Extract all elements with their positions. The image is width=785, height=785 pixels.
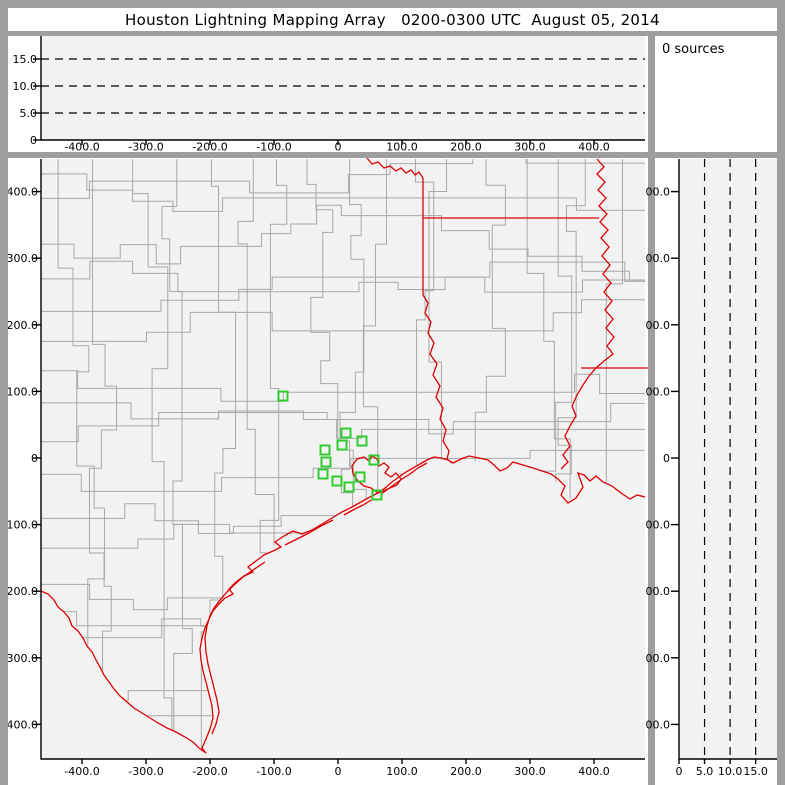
ew-distance-tick-label: 0	[335, 765, 342, 778]
lma-station-marker	[336, 439, 348, 451]
ns-distance-tick-label: 400.0	[8, 186, 38, 199]
altitude-tick-label: 10.0	[718, 765, 743, 778]
ew-distance-tick-label: 200.0	[450, 141, 482, 153]
altitude-tick-label: 0	[30, 134, 37, 147]
ew-distance-tick-label: 0	[335, 141, 342, 153]
ns-distance-tick-label: 100.0	[8, 385, 38, 398]
lma-station-marker	[319, 444, 331, 456]
ew-distance-tick-label: 400.0	[578, 765, 610, 778]
ns-distance-tick-label: -200.0	[645, 585, 670, 598]
lma-stations	[277, 390, 383, 501]
altitude-tick-label: 10.0	[13, 80, 38, 93]
ew-distance-tick-label: 400.0	[578, 141, 610, 153]
barrier-island	[380, 462, 428, 495]
ns-distance-tick-label: -100.0	[8, 519, 38, 532]
lma-station-marker	[343, 481, 355, 493]
axis-lines	[40, 159, 645, 760]
ew-distance-tick-label: 100.0	[386, 141, 418, 153]
ns-distance-tick-label: -300.0	[645, 652, 670, 665]
lma-station-marker	[331, 475, 343, 487]
rio-grande	[40, 590, 207, 754]
ns-distance-tick-label: 400.0	[645, 186, 670, 199]
barrier-island	[284, 519, 334, 546]
lma-station-marker	[320, 456, 332, 468]
ew-distance-tick-label: 200.0	[450, 765, 482, 778]
title-bar: Houston Lightning Mapping Array 0200-030…	[8, 8, 777, 31]
lma-station-marker	[277, 390, 289, 402]
sabine-river	[422, 294, 453, 464]
ns-distance-tick-label: 100.0	[645, 385, 670, 398]
ew-distance-tick-label: -300.0	[128, 141, 163, 153]
plot-area[interactable]	[41, 36, 645, 140]
altitude-ns-plot[interactable]: 400.0 300.0 200.0 100.0 0 -100.0 -200.0 -300.0 -…	[645, 158, 785, 785]
lma-station-marker	[317, 468, 329, 480]
ns-distance-tick-label: -100.0	[645, 519, 670, 532]
barrier-island	[204, 561, 266, 735]
ns-distance-tick-label: 200.0	[645, 319, 670, 332]
red-river	[366, 158, 424, 179]
lma-station-marker	[354, 471, 366, 483]
ns-distance-tick-label: 200.0	[8, 319, 38, 332]
ew-distance-tick-label: -200.0	[192, 141, 227, 153]
lma-station-marker	[368, 454, 380, 466]
ns-distance-tick-label: -400.0	[645, 718, 670, 731]
window-title: Houston Lightning Mapping Array 0200-030…	[125, 10, 660, 29]
ew-distance-tick-label: -100.0	[256, 765, 291, 778]
ew-distance-tick-label: -200.0	[192, 765, 227, 778]
ns-distance-tick-label: 300.0	[8, 252, 38, 265]
lma-station-marker	[371, 489, 383, 501]
ew-distance-tick-label: -300.0	[128, 765, 163, 778]
ew-distance-tick-label: 300.0	[514, 765, 546, 778]
ns-distance-tick-label: 0	[663, 452, 670, 465]
sources-panel: 0 sources	[655, 36, 777, 152]
ns-distance-tick-label: -400.0	[8, 718, 38, 731]
ns-distance-tick-label: -200.0	[8, 585, 38, 598]
ew-distance-tick-label: -400.0	[64, 765, 99, 778]
barrier-island	[343, 498, 374, 516]
plot-area[interactable]	[679, 159, 777, 759]
mississippi-river	[560, 158, 615, 470]
lma-station-marker	[340, 427, 352, 439]
ns-distance-tick-label: -300.0	[8, 652, 38, 665]
plan-view-map-plot[interactable]: 400.0 300.0 200.0 100.0 0 -100.0 -200.0 -300.0 -…	[8, 158, 648, 785]
ew-distance-tick-label: -100.0	[256, 141, 291, 153]
ew-distance-tick-label: -400.0	[64, 141, 99, 153]
altitude-tick-label: 15.0	[13, 53, 38, 66]
altitude-ew-plot[interactable]: 0 5.0 10.0 15.0 -400.0 -300.0 -200.0 -100.0 0 100…	[8, 36, 648, 152]
ns-distance-tick-label: 300.0	[645, 252, 670, 265]
map-plot-area[interactable]	[41, 159, 645, 759]
altitude-tick-label: 15.0	[743, 765, 768, 778]
altitude-tick-label: 5.0	[20, 107, 38, 120]
altitude-tick-label: 5.0	[696, 765, 714, 778]
ew-distance-tick-label: 100.0	[386, 765, 418, 778]
ew-distance-tick-label: 300.0	[514, 141, 546, 153]
ns-distance-tick-label: 0	[31, 452, 38, 465]
altitude-tick-label: 0	[676, 765, 683, 778]
lma-station-marker	[356, 435, 368, 447]
sources-count-label: 0 sources	[662, 42, 725, 57]
